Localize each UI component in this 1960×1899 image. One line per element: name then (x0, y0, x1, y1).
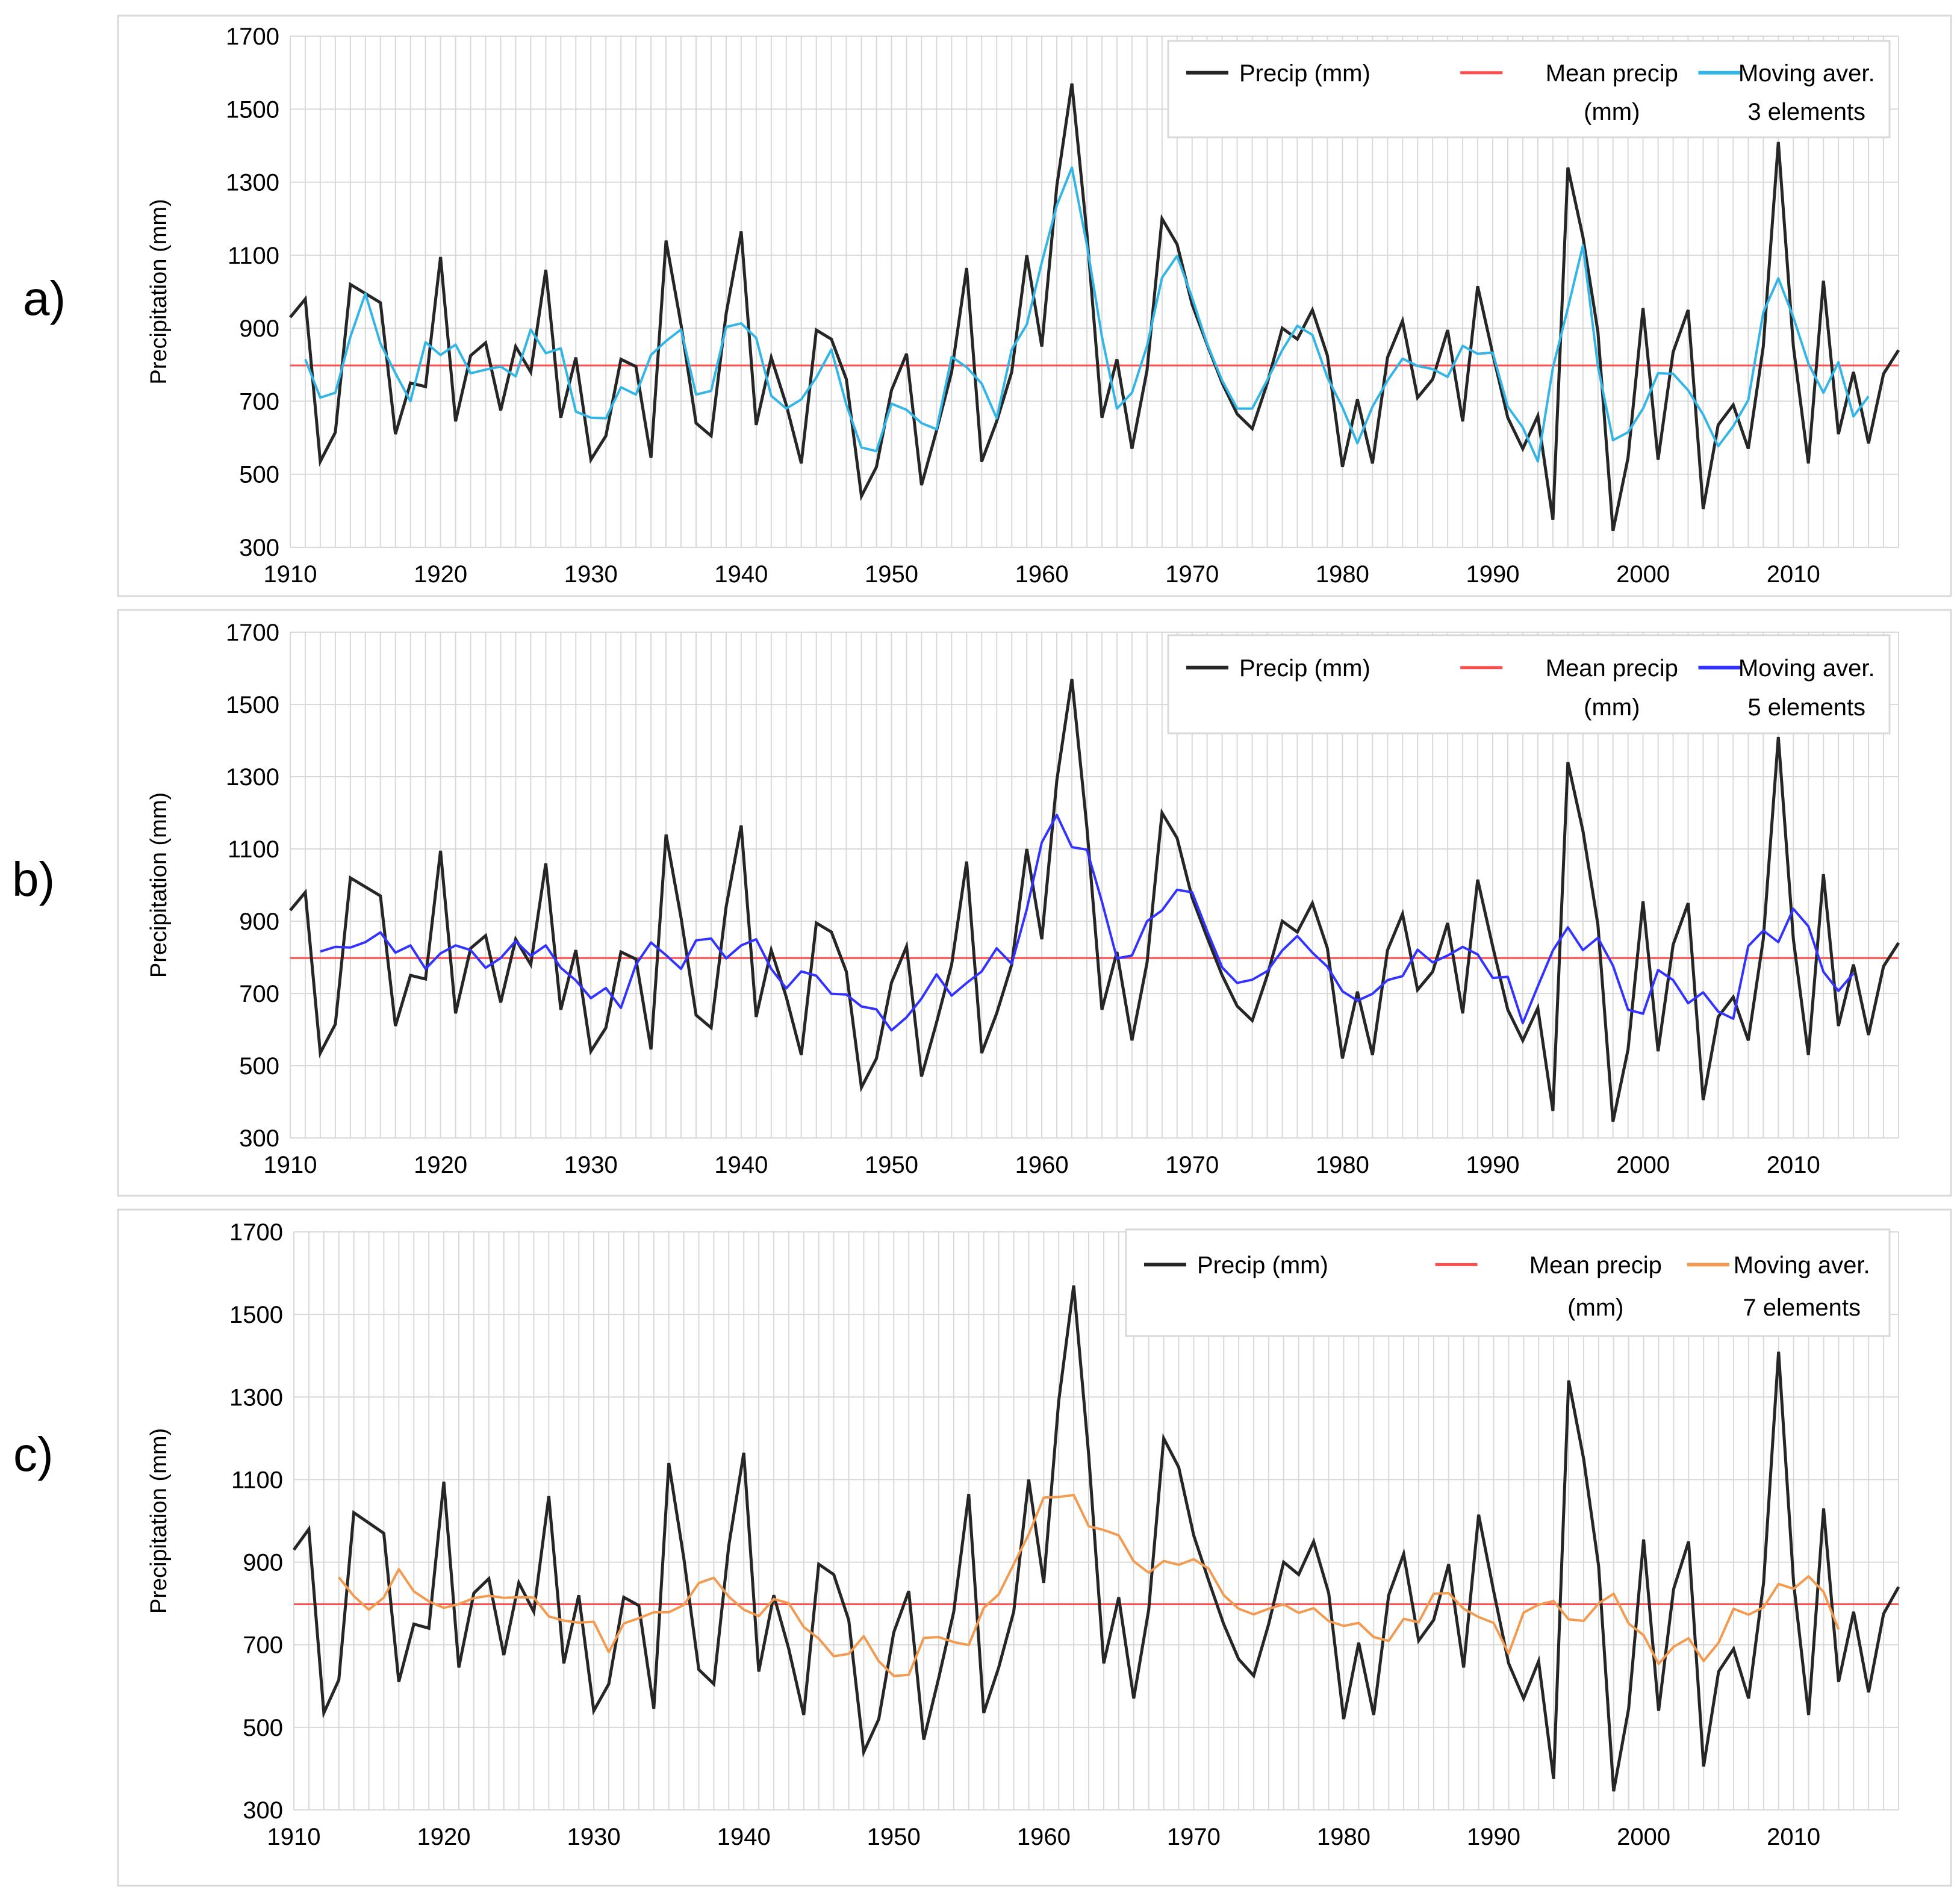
x-tick-label: 1910 (264, 561, 317, 588)
legend-precip-label: Precip (mm) (1197, 1252, 1328, 1278)
legend-mean-label-1: Mean precip (1546, 655, 1678, 682)
moving-average-line (338, 1493, 1840, 1677)
legend-box (1167, 40, 1891, 138)
x-tick-label: 2000 (1616, 1152, 1670, 1178)
legend-ma-label-2: 5 elements (1747, 694, 1865, 721)
y-tick-label: 900 (239, 909, 279, 935)
x-tick-label: 1990 (1466, 561, 1520, 588)
x-tick-label: 2010 (1767, 561, 1820, 588)
legend-precip-label: Precip (mm) (1239, 60, 1370, 87)
legend-mean-label-1: Mean precip (1529, 1252, 1662, 1278)
y-tick-label: 300 (239, 1125, 279, 1152)
chart-panel-1: a) 300 500 700 900 1100 1300 1500 1700 1910 1920 19… (23, 14, 1952, 597)
y-tick-label: 1100 (231, 1467, 283, 1493)
precip-series-line (289, 679, 1900, 1122)
y-tick-label: 1300 (229, 1384, 283, 1411)
legend: Precip (mm) Mean precip (mm) Moving aver. 5 … (1167, 634, 1891, 735)
legend-ma-label-2: 7 elements (1743, 1294, 1861, 1321)
legend-mean-label-1: Mean precip (1546, 60, 1678, 87)
x-tick-label: 1950 (865, 1152, 918, 1178)
y-tick-label: 1700 (226, 620, 279, 646)
y-tick-label: 300 (243, 1797, 283, 1824)
x-tick-label: 1970 (1165, 1152, 1219, 1178)
x-tick-label: 1970 (1167, 1824, 1221, 1850)
x-tick-label: 1910 (264, 1152, 317, 1178)
y-axis-title: Precipitation (mm) (146, 199, 172, 384)
legend-ma-label-1: Moving aver. (1738, 655, 1875, 682)
legend-ma-label-1: Moving aver. (1734, 1252, 1870, 1278)
panel-frame (117, 1208, 1952, 1887)
x-tick-label: 2000 (1616, 561, 1670, 588)
legend-ma-label-2: 3 elements (1747, 99, 1865, 125)
y-tick-label: 700 (239, 388, 279, 415)
x-tick-label: 2000 (1617, 1824, 1670, 1850)
panel-label: a) (23, 272, 66, 325)
legend: Precip (mm) Mean precip (mm) Moving aver. 3 … (1167, 40, 1891, 138)
panel-frame (117, 14, 1952, 597)
x-tick-label: 1920 (417, 1824, 471, 1850)
y-tick-label: 1700 (229, 1219, 283, 1246)
panel-label: c) (13, 1428, 54, 1481)
x-tick-label: 1940 (717, 1824, 771, 1850)
x-tick-label: 1920 (414, 561, 467, 588)
y-tick-label: 900 (243, 1550, 283, 1576)
x-tick-label: 1980 (1316, 1152, 1369, 1178)
y-tick-label: 700 (243, 1632, 283, 1659)
y-tick-label: 500 (239, 1053, 279, 1080)
legend-box (1167, 634, 1891, 735)
panel-label: b) (12, 853, 55, 906)
x-tick-label: 1930 (567, 1824, 621, 1850)
x-tick-label: 1910 (267, 1824, 321, 1850)
y-axis-title: Precipitation (mm) (146, 792, 172, 978)
chart-panel-2: b) 300 500 700 900 1100 1300 1500 1700 1910 1920 19… (12, 609, 1952, 1197)
legend-box (1125, 1228, 1891, 1337)
y-axis-title: Precipitation (mm) (146, 1428, 172, 1614)
x-tick-label: 1960 (1015, 561, 1069, 588)
legend-mean-label-2: (mm) (1584, 694, 1640, 721)
y-tick-label: 500 (243, 1715, 283, 1741)
y-tick-label: 700 (239, 981, 279, 1007)
x-tick-label: 1960 (1015, 1152, 1069, 1178)
precip-series-line (289, 83, 1900, 532)
x-tick-label: 1940 (714, 1152, 768, 1178)
y-tick-label: 1300 (226, 764, 279, 791)
moving-average-line (304, 166, 1870, 463)
y-tick-label: 1500 (226, 96, 279, 123)
x-tick-label: 1970 (1165, 561, 1219, 588)
legend-mean-label-2: (mm) (1567, 1294, 1623, 1321)
panel-frame (117, 609, 1952, 1197)
x-tick-label: 1990 (1467, 1824, 1520, 1850)
x-tick-label: 1920 (414, 1152, 467, 1178)
y-tick-label: 900 (239, 315, 279, 342)
y-tick-label: 500 (239, 462, 279, 488)
legend-precip-label: Precip (mm) (1239, 655, 1370, 682)
x-tick-label: 1930 (564, 1152, 618, 1178)
moving-average-line (320, 813, 1855, 1032)
y-tick-label: 1700 (226, 23, 279, 50)
x-tick-label: 1960 (1017, 1824, 1071, 1850)
legend-ma-label-1: Moving aver. (1738, 60, 1875, 87)
y-tick-label: 300 (239, 535, 279, 561)
y-tick-label: 1500 (226, 692, 279, 718)
x-tick-label: 1930 (564, 561, 618, 588)
legend-mean-label-2: (mm) (1584, 99, 1640, 125)
x-tick-label: 1940 (714, 561, 768, 588)
y-tick-label: 1300 (226, 170, 279, 196)
x-tick-label: 1990 (1466, 1152, 1520, 1178)
x-tick-label: 1980 (1316, 561, 1369, 588)
y-tick-label: 1100 (228, 243, 279, 269)
legend: Precip (mm) Mean precip (mm) Moving aver. 7 … (1125, 1228, 1891, 1337)
chart-panel-3: c) 300 500 700 900 1100 1300 1500 1700 1910 1920 19… (13, 1208, 1952, 1887)
precip-series-line (292, 1285, 1900, 1792)
y-tick-label: 1500 (229, 1302, 283, 1328)
x-tick-label: 1980 (1317, 1824, 1370, 1850)
x-tick-label: 1950 (865, 561, 918, 588)
x-tick-label: 2010 (1767, 1152, 1820, 1178)
x-tick-label: 1950 (867, 1824, 921, 1850)
x-tick-label: 2010 (1767, 1824, 1820, 1850)
y-tick-label: 1100 (228, 836, 279, 863)
